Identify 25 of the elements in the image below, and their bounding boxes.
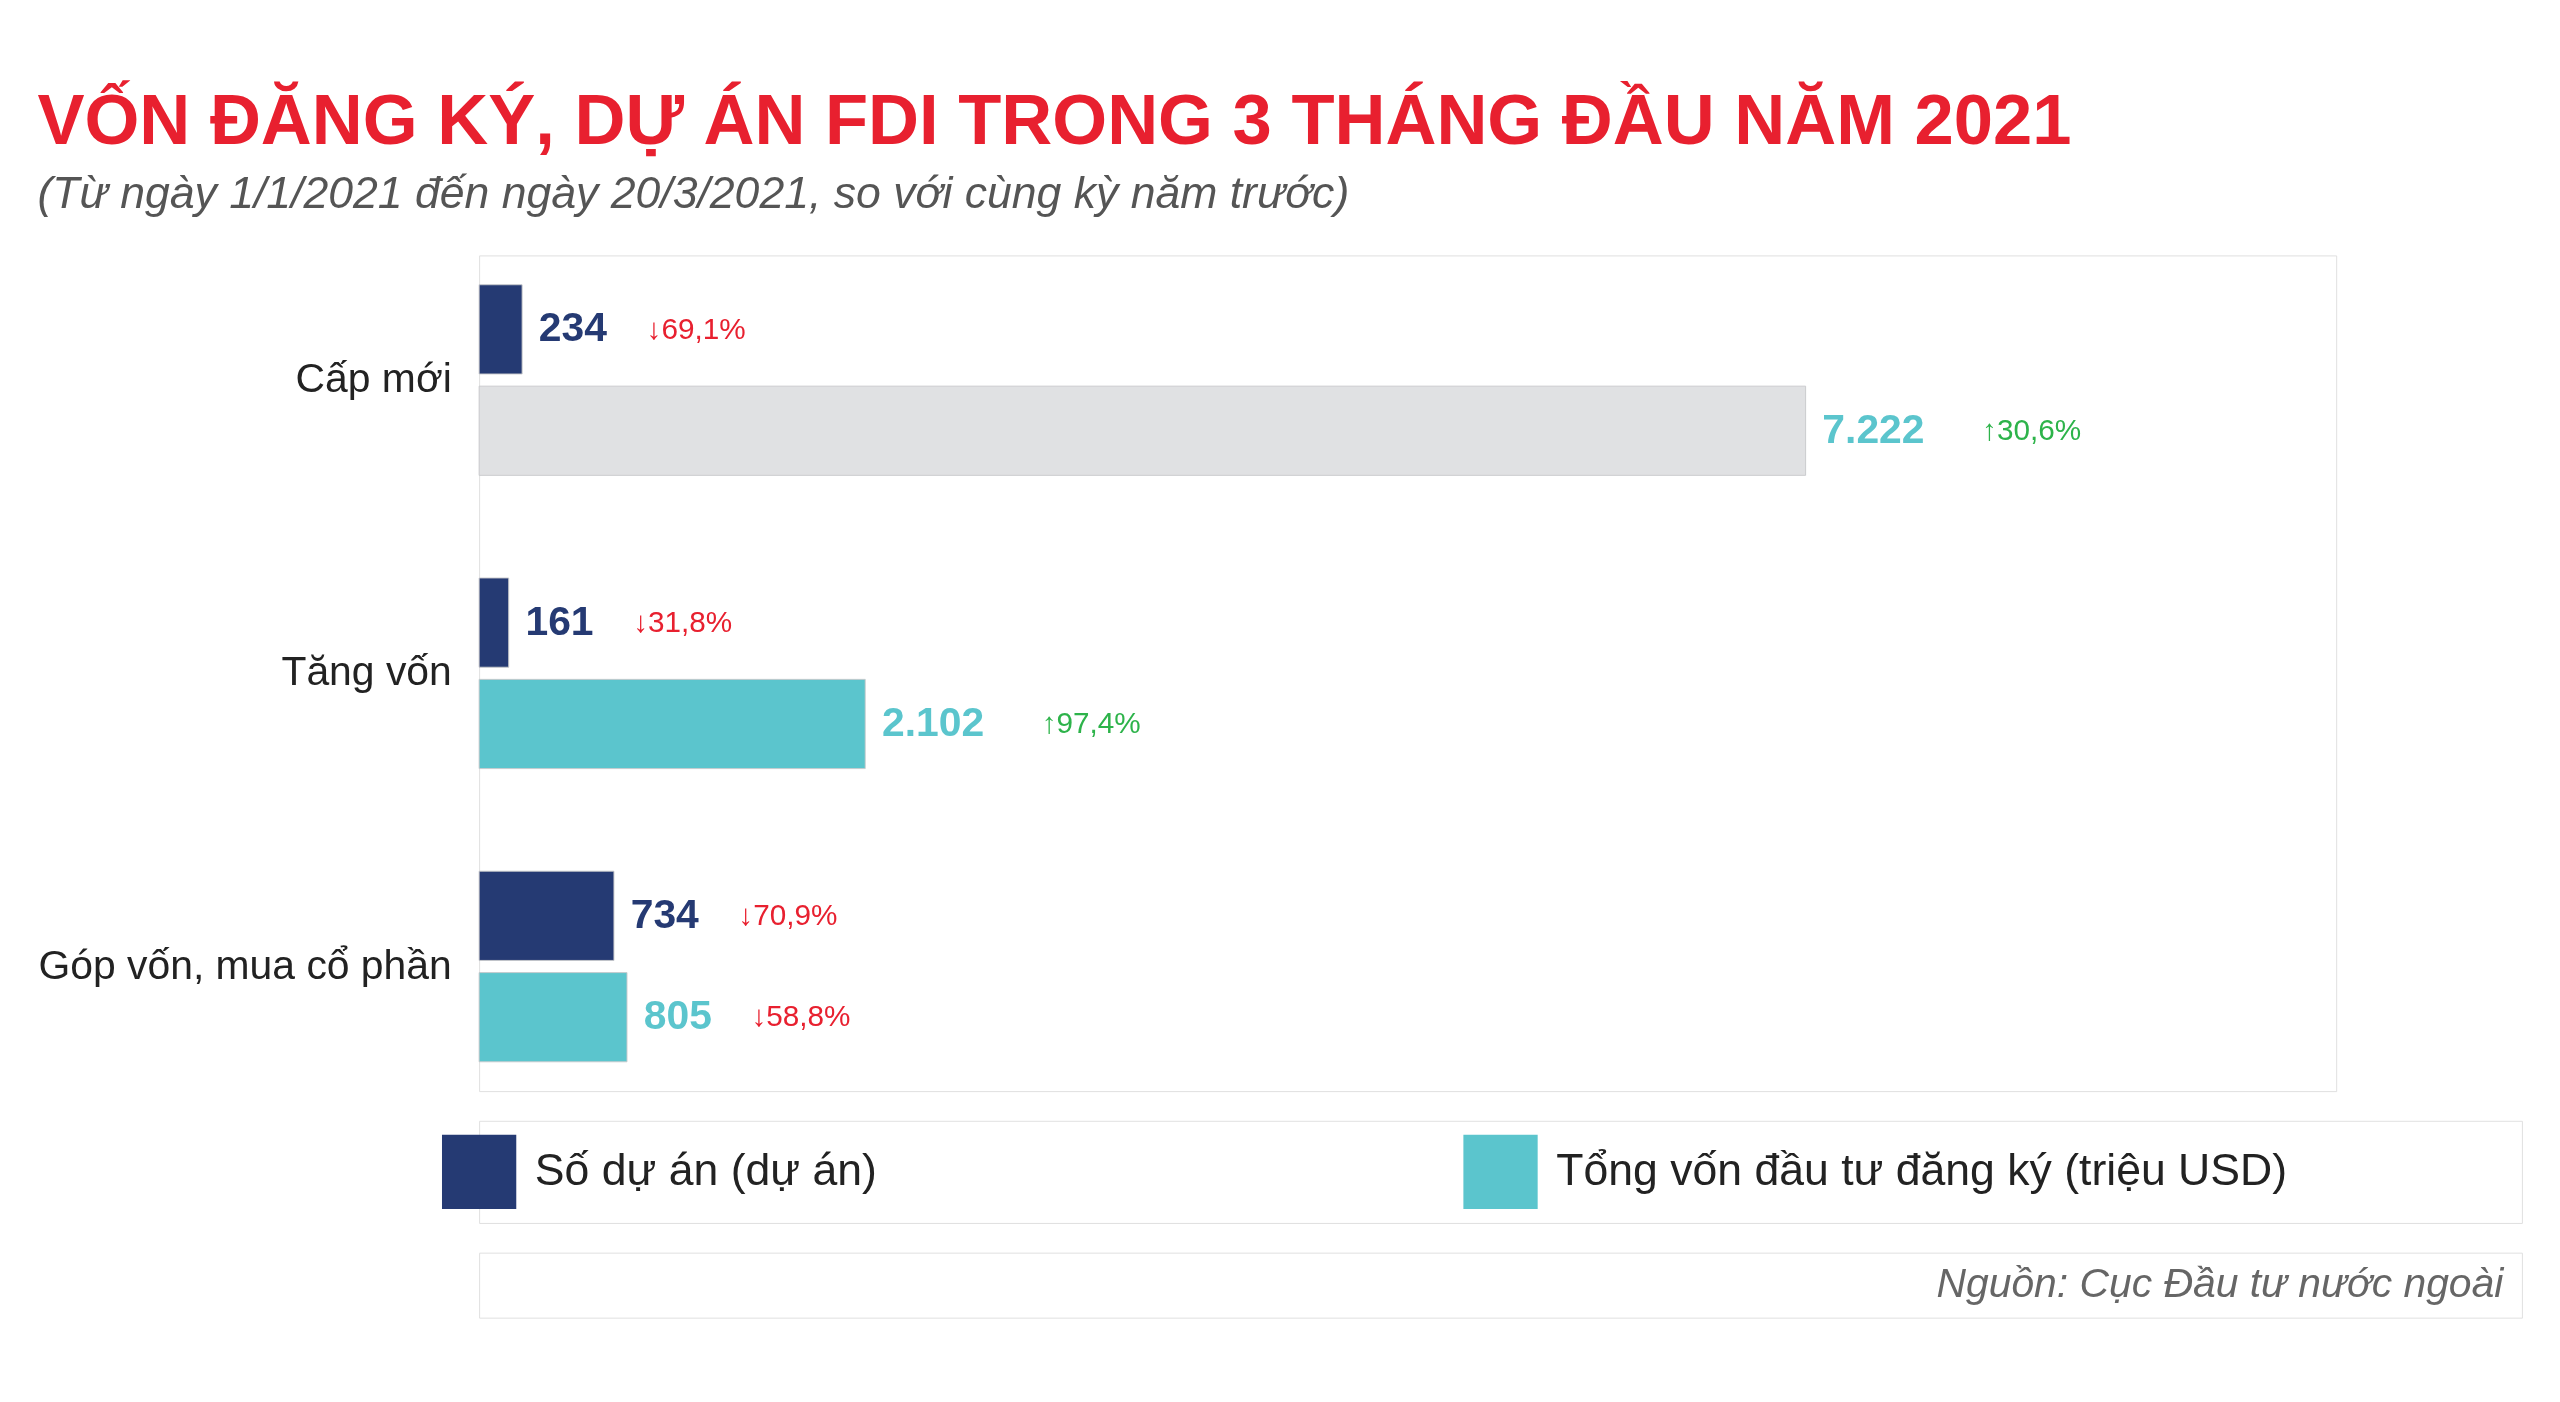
data-label: 234 bbox=[538, 304, 608, 351]
text: ↑30,6% bbox=[1982, 413, 2082, 447]
annotation: ↓58,8% bbox=[751, 999, 851, 1033]
bar bbox=[478, 678, 866, 770]
data-label: 805 bbox=[643, 992, 712, 1039]
annotation: ↓70,9% bbox=[738, 898, 838, 932]
bar bbox=[478, 870, 615, 961]
bar bbox=[478, 284, 523, 375]
bar bbox=[478, 972, 628, 1063]
text: Nguồn: Cục Đầu tư nước ngoài bbox=[1936, 1260, 2505, 1307]
chart-title: VỐN ĐĂNG KÝ, DỰ ÁN FDI TRONG 3 THÁNG ĐẦU NĂM 2021 bbox=[37, 80, 2072, 160]
chart-subtitle: (Từ ngày 1/1/2021 đến ngày 20/3/2021, so với cùng kỳ năm trước) bbox=[37, 167, 1350, 217]
y-tick-label: Tăng vốn bbox=[281, 648, 452, 695]
bar bbox=[478, 577, 510, 668]
legend-label: Số dự án (dự án) bbox=[534, 1144, 877, 1194]
data-label: 734 bbox=[630, 890, 700, 937]
data-label: 161 bbox=[525, 597, 594, 644]
annotation: ↓69,1% bbox=[646, 311, 746, 345]
y-tick-label: Cấp mới bbox=[295, 355, 452, 402]
annotation: ↑97,4% bbox=[1041, 706, 1141, 740]
annotation: ↓31,8% bbox=[633, 604, 733, 638]
data-label: 7.222 bbox=[1822, 405, 1925, 452]
data-label: 2.102 bbox=[881, 699, 985, 746]
y-tick-label: Góp vốn, mua cổ phần bbox=[38, 941, 452, 988]
legend-label: Tổng vốn đầu tư đăng ký (triệu USD) bbox=[1556, 1144, 2288, 1194]
